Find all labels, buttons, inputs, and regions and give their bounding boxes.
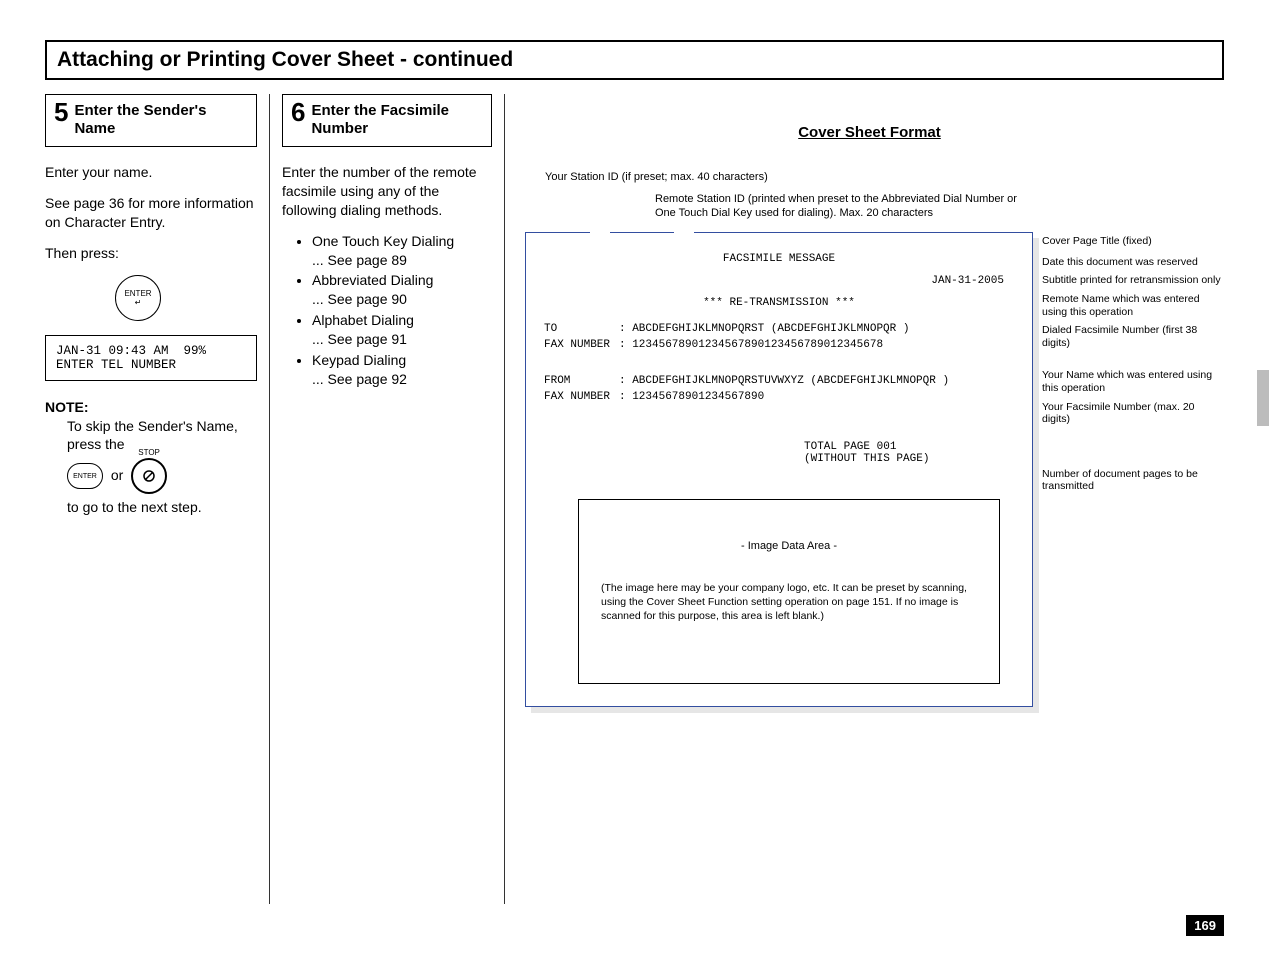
lcd-display: JAN-31 09:43 AM 99% ENTER TEL NUMBER <box>45 335 257 381</box>
step5-heading: Enter the Sender's Name <box>74 99 248 138</box>
annotation: Cover Page Title (fixed) <box>1042 235 1222 248</box>
step6-text: Enter the number of the remote facsimile… <box>282 163 492 220</box>
image-data-area: - Image Data Area - (The image here may … <box>578 499 1000 684</box>
or-text: or <box>111 467 123 483</box>
fax-title: FACSIMILE MESSAGE <box>544 253 1014 265</box>
stop-glyph-icon <box>142 469 156 483</box>
fax-total-block: TOTAL PAGE 001 (WITHOUT THIS PAGE) <box>544 441 1014 465</box>
note-buttons-row: ENTER or STOP <box>67 458 257 494</box>
fax-value: : 12345678901234567890123456789012345678 <box>619 339 1014 351</box>
step5-text: Enter your name. <box>45 163 257 182</box>
list-item-title: One Touch Key Dialing <box>312 233 454 249</box>
fax-to-number-row: FAX NUMBER : 123456789012345678901234567… <box>544 339 1014 351</box>
annotation: Your Facsimile Number (max. 20 digits) <box>1042 401 1222 426</box>
annotation: Dialed Facsimile Number (first 38 digits… <box>1042 324 1222 349</box>
fax-retransmission: *** RE-TRANSMISSION *** <box>544 297 1014 309</box>
list-item-ref: ... See page 89 <box>312 252 407 268</box>
note-line: to go to the next step. <box>67 498 257 517</box>
list-item-ref: ... See page 91 <box>312 331 407 347</box>
fax-value: : ABCDEFGHIJKLMNOPQRST (ABCDEFGHIJKLMNOP… <box>619 323 1014 335</box>
fax-to-row: TO : ABCDEFGHIJKLMNOPQRST (ABCDEFGHIJKLM… <box>544 323 1014 335</box>
list-item-ref: ... See page 92 <box>312 371 407 387</box>
list-item-ref: ... See page 90 <box>312 291 407 307</box>
fax-from-number-row: FAX NUMBER : 12345678901234567890 <box>544 391 1014 403</box>
fax-total-note: (WITHOUT THIS PAGE) <box>804 453 1014 465</box>
remote-station-hint: Remote Station ID (printed when preset t… <box>655 193 1025 221</box>
callout-break <box>674 231 694 236</box>
fax-label: FROM <box>544 375 619 387</box>
annotation: Number of document pages to be transmitt… <box>1042 468 1222 493</box>
dialing-methods-list: One Touch Key Dialing ... See page 89 Abb… <box>282 232 492 389</box>
step6-number: 6 <box>291 99 305 125</box>
column-step5: 5 Enter the Sender's Name Enter your nam… <box>45 94 270 904</box>
fax-label: FAX NUMBER <box>544 391 619 403</box>
step5-number: 5 <box>54 99 68 125</box>
enter-label: ENTER <box>73 472 97 481</box>
step6-heading: Enter the Facsimile Number <box>311 99 483 138</box>
note-heading: NOTE: <box>45 399 257 415</box>
step6-box: 6 Enter the Facsimile Number <box>282 94 492 147</box>
section-title: Attaching or Printing Cover Sheet - cont… <box>45 40 1224 80</box>
column-step6: 6 Enter the Facsimile Number Enter the n… <box>270 94 505 904</box>
fax-sheet: Cover Page Title (fixed) Date this docum… <box>525 232 1033 707</box>
stop-label: STOP <box>138 448 160 459</box>
fax-date: JAN-31-2005 <box>544 275 1014 287</box>
list-item: Abbreviated Dialing ... See page 90 <box>312 271 492 309</box>
fax-label: TO <box>544 323 619 335</box>
image-area-desc: (The image here may be your company logo… <box>601 582 977 623</box>
manual-page: Attaching or Printing Cover Sheet - cont… <box>0 0 1269 954</box>
annotation: Your Name which was entered using this o… <box>1042 369 1222 394</box>
cover-sheet-title: Cover Sheet Format <box>525 124 1214 141</box>
list-item: Alphabet Dialing ... See page 91 <box>312 311 492 349</box>
note-body: To skip the Sender's Name, press the ENT… <box>45 417 257 518</box>
image-area-title: - Image Data Area - <box>601 540 977 552</box>
step5-text: See page 36 for more information on Char… <box>45 194 257 232</box>
fax-sheet-wrapper: Cover Page Title (fixed) Date this docum… <box>525 232 1035 707</box>
page-number: 169 <box>1186 915 1224 936</box>
annotation: Remote Name which was entered using this… <box>1042 293 1222 318</box>
annotation: Date this document was reserved <box>1042 256 1222 269</box>
step5-body: Enter your name. See page 36 for more in… <box>45 163 257 263</box>
callout-break <box>590 231 610 236</box>
list-item: Keypad Dialing ... See page 92 <box>312 351 492 389</box>
list-item: One Touch Key Dialing ... See page 89 <box>312 232 492 270</box>
fax-label: FAX NUMBER <box>544 339 619 351</box>
step6-body: Enter the number of the remote facsimile… <box>282 163 492 389</box>
list-item-title: Abbreviated Dialing <box>312 272 433 288</box>
fax-value: : 12345678901234567890 <box>619 391 1014 403</box>
stop-key-icon: STOP <box>131 458 167 494</box>
enter-key-icon: ENTER <box>67 463 103 489</box>
enter-key-icon: ENTER ↵ <box>115 275 161 321</box>
column-cover-sheet: Cover Sheet Format Your Station ID (if p… <box>505 94 1224 904</box>
station-id-hint: Your Station ID (if preset; max. 40 char… <box>545 171 1214 185</box>
fax-from-row: FROM : ABCDEFGHIJKLMNOPQRSTUVWXYZ (ABCDE… <box>544 375 1014 387</box>
enter-label: ENTER <box>124 289 151 298</box>
step5-text: Then press: <box>45 244 257 263</box>
step5-box: 5 Enter the Sender's Name <box>45 94 257 147</box>
enter-arrow-icon: ↵ <box>135 298 142 307</box>
list-item-title: Keypad Dialing <box>312 352 406 368</box>
annotation: Subtitle printed for retransmission only <box>1042 274 1222 287</box>
fax-total-pages: TOTAL PAGE 001 <box>804 441 1014 453</box>
list-item-title: Alphabet Dialing <box>312 312 414 328</box>
side-tab <box>1257 370 1269 426</box>
note-line: To skip the Sender's Name, press the <box>67 417 257 455</box>
annotation-column: Cover Page Title (fixed) Date this docum… <box>1042 233 1222 499</box>
fax-value: : ABCDEFGHIJKLMNOPQRSTUVWXYZ (ABCDEFGHIJ… <box>619 375 1014 387</box>
columns: 5 Enter the Sender's Name Enter your nam… <box>45 94 1224 904</box>
